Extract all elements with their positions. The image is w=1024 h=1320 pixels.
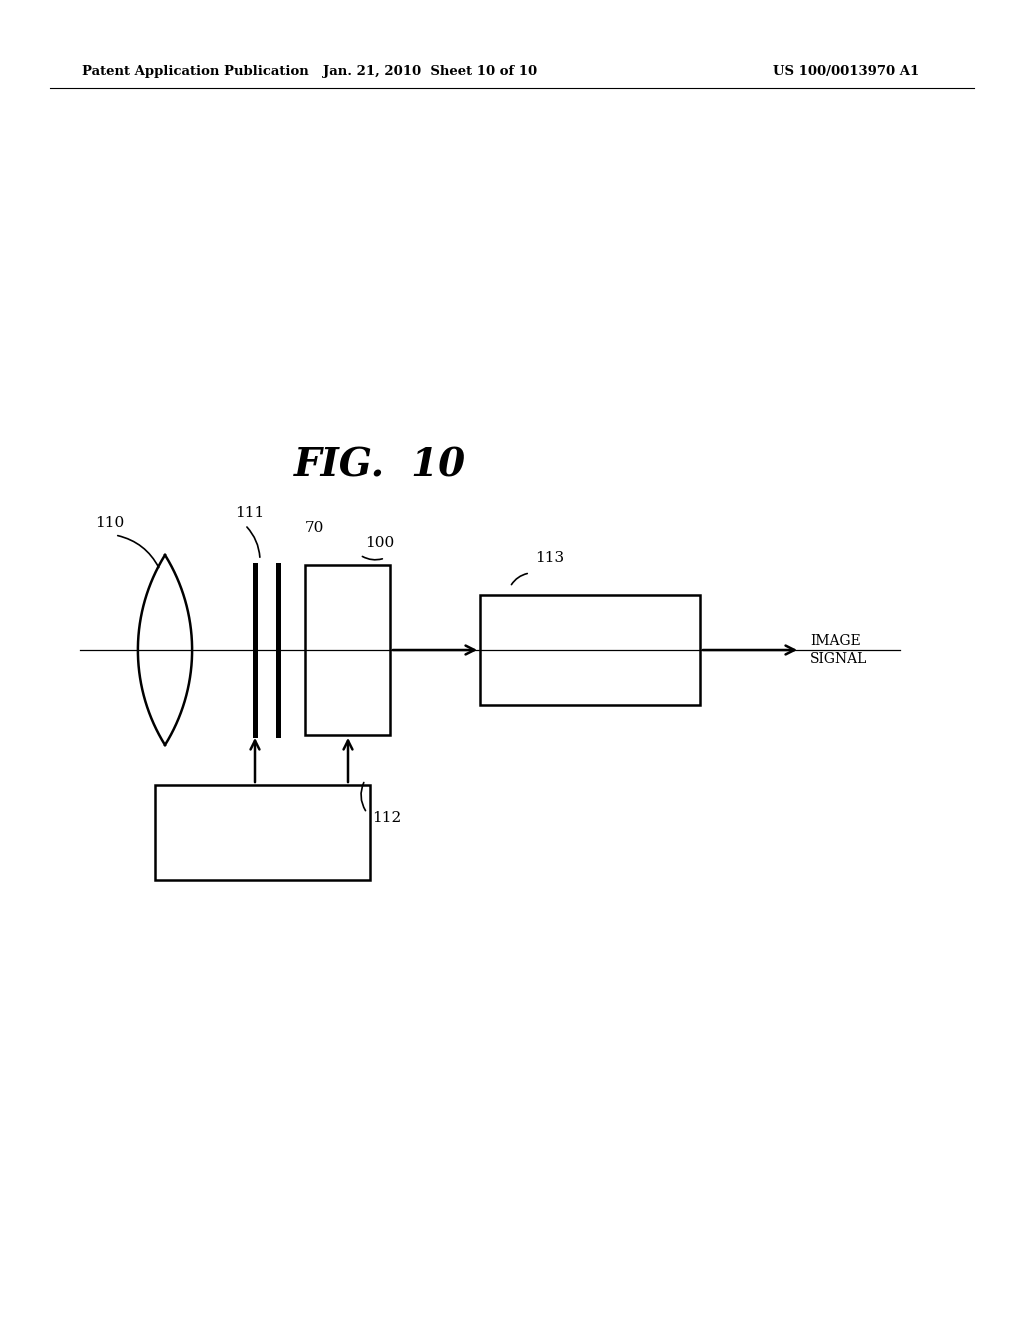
Text: 112: 112	[372, 810, 401, 825]
Text: 113: 113	[535, 550, 564, 565]
Text: 100: 100	[365, 536, 394, 550]
Text: Patent Application Publication: Patent Application Publication	[82, 66, 308, 78]
Text: Jan. 21, 2010  Sheet 10 of 10: Jan. 21, 2010 Sheet 10 of 10	[323, 66, 538, 78]
Bar	[305, 565, 390, 735]
Text: 111: 111	[234, 506, 264, 520]
Text: 70: 70	[305, 521, 325, 535]
Bar	[155, 785, 370, 880]
Text: FIG.  10: FIG. 10	[294, 446, 466, 484]
Text: IMAGE
SIGNAL: IMAGE SIGNAL	[810, 635, 867, 665]
Text: 110: 110	[95, 516, 125, 531]
Text: US 100/0013970 A1: US 100/0013970 A1	[773, 66, 920, 78]
Bar	[480, 595, 700, 705]
